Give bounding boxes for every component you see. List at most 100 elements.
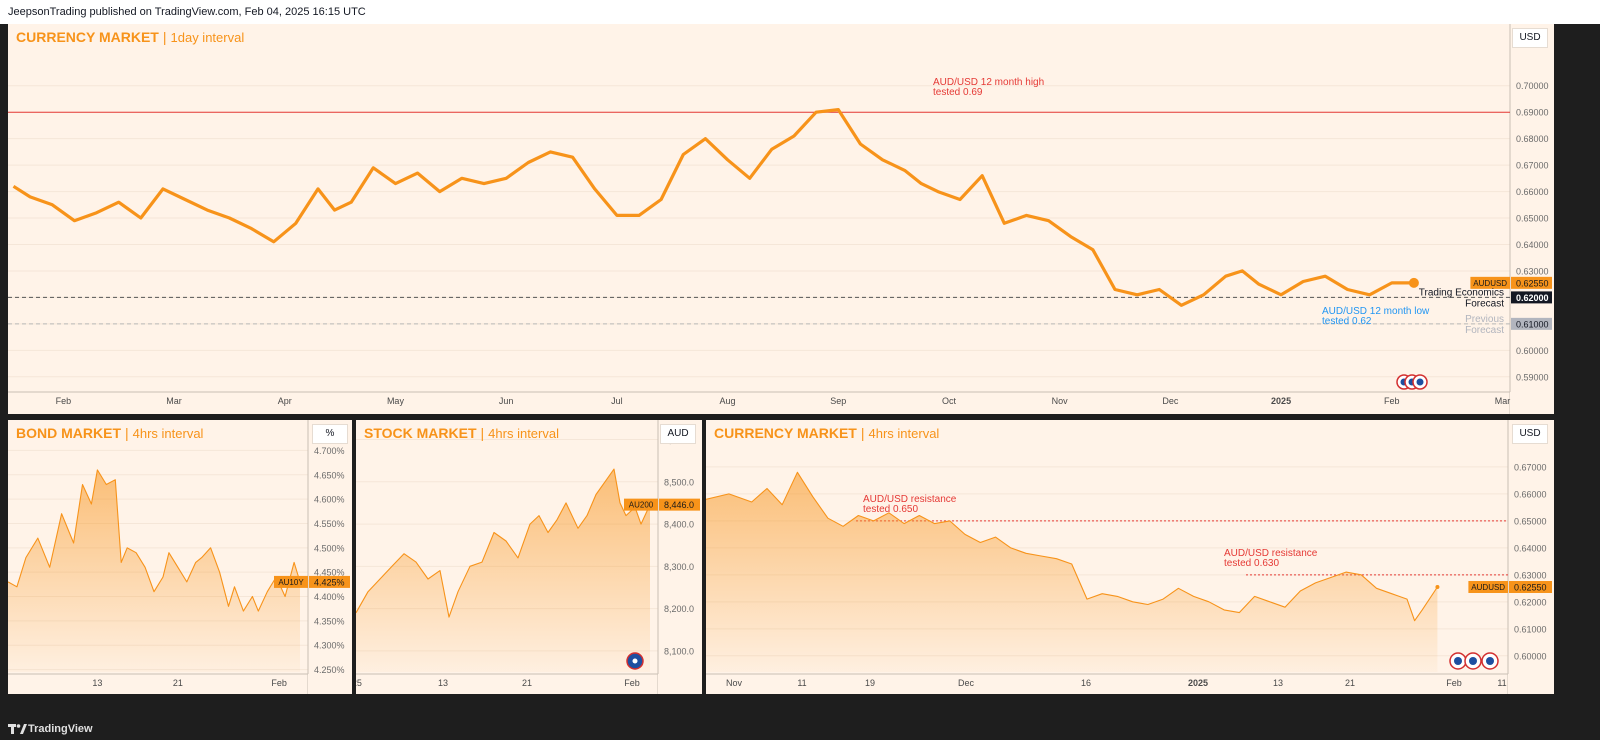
axis-corner — [1508, 674, 1554, 694]
y-tick-label: 4.550% — [314, 519, 345, 529]
x-tick-label: Oct — [942, 396, 957, 406]
x-tick-label: Feb — [624, 678, 640, 688]
bond-unit-button[interactable]: % — [312, 424, 348, 444]
series-area — [356, 469, 650, 672]
fx4h-unit-button[interactable]: USD — [1512, 424, 1548, 444]
title-separator: | — [162, 29, 167, 45]
prev-forecast-badge-label: 0.61000 — [1516, 319, 1549, 329]
symbol-badge — [1468, 580, 1508, 593]
fx4h-interval: 4hrs interval — [868, 426, 940, 441]
bond-panel-title: BOND MARKET | 4hrs interval — [16, 425, 203, 441]
y-tick-label: 0.65000 — [1514, 516, 1547, 526]
stock-panel-title: STOCK MARKET | 4hrs interval — [364, 425, 559, 441]
x-tick-label: Mar — [1495, 396, 1511, 406]
publish-header: JeepsonTrading published on TradingView.… — [0, 0, 1600, 24]
y-tick-label: 4.250% — [314, 665, 345, 675]
series-line — [356, 468, 651, 618]
bond-interval: 4hrs interval — [132, 426, 204, 441]
y-tick-label: 4.500% — [314, 543, 345, 553]
high-annotation: AUD/USD 12 month high — [933, 77, 1044, 88]
x-tick-label: Feb — [1384, 396, 1400, 406]
resistance-annotation: AUD/USD resistance — [1224, 548, 1318, 559]
bond-title-text: BOND MARKET — [16, 425, 121, 441]
last-value-badge — [1509, 580, 1552, 593]
tradingview-logo-icon — [8, 724, 27, 734]
stock-market-panel: 8,600.08,500.08,400.08,300.08,200.08,100… — [356, 420, 702, 694]
stock-interval: 4hrs interval — [488, 426, 559, 441]
fx4h-title-text: CURRENCY MARKET — [714, 425, 857, 441]
series-area — [706, 472, 1438, 672]
stock-chart-svg: 8,600.08,500.08,400.08,300.08,200.08,100… — [356, 420, 702, 694]
forecast-badge-label: 0.62000 — [1516, 293, 1549, 303]
x-tick-label: 13 — [92, 678, 102, 688]
last-point-marker — [1435, 584, 1440, 589]
prev-forecast-badge — [1511, 317, 1552, 330]
y-tick-label: 0.60000 — [1516, 346, 1549, 356]
y-tick-label: 0.59000 — [1516, 372, 1549, 382]
footer-bar: TradingView — [0, 718, 1600, 740]
y-tick-label: 0.66000 — [1516, 187, 1549, 197]
y-tick-label: 0.61000 — [1514, 624, 1547, 634]
x-tick-label: 11 — [1497, 678, 1506, 688]
us-flag-event-icon — [1416, 378, 1424, 386]
y-tick-label: 8,500.0 — [664, 477, 694, 487]
y-tick-label: 4.450% — [314, 568, 345, 578]
title-separator: | — [860, 425, 865, 441]
y-tick-label: 4.400% — [314, 592, 345, 602]
x-tick-label: Apr — [278, 396, 292, 406]
low-annotation: AUD/USD 12 month low — [1322, 306, 1430, 317]
y-tick-label: 0.67000 — [1514, 462, 1547, 472]
resistance-annotation: tested 0.630 — [1224, 558, 1279, 569]
y-tick-label: 0.62000 — [1514, 597, 1547, 607]
y-tick-label: 0.65000 — [1516, 214, 1549, 224]
main-title-text: CURRENCY MARKET — [16, 29, 159, 45]
x-tick-label: 21 — [1345, 678, 1355, 688]
y-tick-label: 8,100.0 — [664, 646, 694, 656]
main-currency-panel: 0.70000 0.69000 0.68000 0.67000 0.66000 0.650… — [8, 24, 1554, 414]
y-tick-label: 0.64000 — [1514, 543, 1547, 553]
us-flag-event-icon — [1454, 657, 1462, 665]
title-separator: | — [480, 425, 485, 441]
y-tick-label: 0.60000 — [1514, 651, 1547, 661]
x-tick-label: 13 — [438, 678, 448, 688]
x-tick-label: Dec — [958, 678, 975, 688]
bond-market-panel: 4.700% 4.650% 4.600% 4.550% 4.500% 4.450% 4.40… — [8, 420, 352, 694]
axis-corner — [308, 674, 352, 694]
y-tick-label: 0.69000 — [1516, 108, 1549, 118]
x-tick-label: 2025 — [1188, 678, 1208, 688]
symbol-badge-label: AU10Y — [278, 578, 304, 587]
fx-4h-panel: 0.67000 0.66000 0.65000 0.64000 0.63000 0.620… — [706, 420, 1554, 694]
y-tick-label: 8,300.0 — [664, 562, 694, 572]
x-tick-label: '25 — [356, 678, 362, 688]
y-tick-label: 4.350% — [314, 616, 345, 626]
series-line — [12, 108, 1414, 307]
stock-title-text: STOCK MARKET — [364, 425, 477, 441]
main-currency-unit-button[interactable]: USD — [1512, 28, 1548, 48]
x-tick-label: Feb — [1446, 678, 1462, 688]
fx-4h-chart-svg: 0.67000 0.66000 0.65000 0.64000 0.63000 0.620… — [706, 420, 1554, 694]
x-tick-label: 19 — [865, 678, 875, 688]
symbol-badge — [274, 575, 308, 588]
y-tick-label: 0.64000 — [1516, 240, 1549, 250]
symbol-badge-label: AUDUSD — [1473, 279, 1507, 288]
x-tick-label: Jul — [611, 396, 623, 406]
x-tick-label: Feb — [271, 678, 287, 688]
x-tick-label: May — [387, 396, 405, 406]
title-separator: | — [125, 425, 129, 441]
high-annotation: tested 0.69 — [933, 87, 983, 98]
y-tick-label: 0.63000 — [1514, 570, 1547, 580]
stock-unit-button[interactable]: AUD — [660, 424, 696, 444]
x-tick-label: Feb — [56, 396, 72, 406]
axis-corner — [658, 674, 702, 694]
symbol-badge — [1470, 276, 1510, 289]
main-chart-svg: 0.70000 0.69000 0.68000 0.67000 0.66000 0.650… — [8, 24, 1554, 414]
x-tick-label: 13 — [1273, 678, 1283, 688]
x-tick-label: 11 — [797, 678, 806, 688]
x-tick-label: Nov — [1052, 396, 1069, 406]
au-flag-event-icon — [632, 658, 638, 664]
forecast-badge — [1511, 291, 1552, 304]
low-annotation: tested 0.62 — [1322, 316, 1372, 327]
last-value-label: 8,446.0 — [664, 500, 694, 510]
series-area — [8, 469, 300, 672]
last-value-label: 0.62550 — [1516, 278, 1549, 288]
